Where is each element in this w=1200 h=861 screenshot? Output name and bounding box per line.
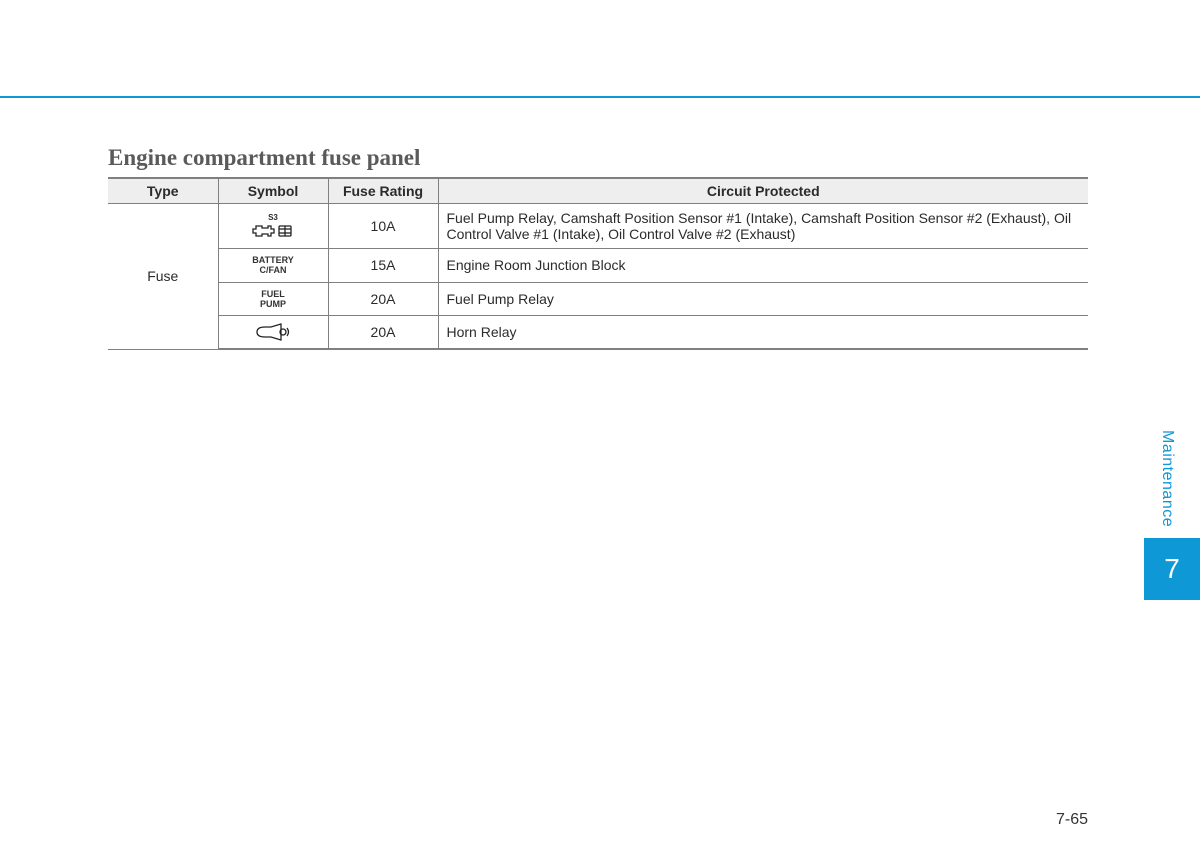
table-row: Fuse S3 (108, 204, 1088, 249)
symbol-cell: S3 (218, 204, 328, 249)
fuse-table: Type Symbol Fuse Rating Circuit Protecte… (108, 177, 1088, 350)
col-header-rating: Fuse Rating (328, 178, 438, 204)
symbol-cell: BATTERY C/FAN (218, 249, 328, 283)
side-section-label: Maintenance (1158, 430, 1176, 527)
symbol-text-line1: FUEL (227, 289, 320, 299)
horn-icon (227, 322, 320, 342)
table-row: FUEL PUMP 20A Fuel Pump Relay (108, 282, 1088, 316)
page-content: Engine compartment fuse panel Type Symbo… (108, 145, 1088, 350)
type-cell: Fuse (108, 204, 218, 350)
col-header-symbol: Symbol (218, 178, 328, 204)
symbol-cell (218, 316, 328, 350)
circuit-cell: Fuel Pump Relay, Camshaft Position Senso… (438, 204, 1088, 249)
col-header-type: Type (108, 178, 218, 204)
rating-cell: 20A (328, 316, 438, 350)
symbol-text-line1: BATTERY (227, 255, 320, 265)
engine-icon (227, 223, 320, 239)
rating-cell: 20A (328, 282, 438, 316)
chapter-tab: 7 (1144, 538, 1200, 600)
symbol-cell: FUEL PUMP (218, 282, 328, 316)
circuit-cell: Engine Room Junction Block (438, 249, 1088, 283)
circuit-cell: Fuel Pump Relay (438, 282, 1088, 316)
section-title: Engine compartment fuse panel (108, 145, 1088, 171)
table-row: BATTERY C/FAN 15A Engine Room Junction B… (108, 249, 1088, 283)
table-header-row: Type Symbol Fuse Rating Circuit Protecte… (108, 178, 1088, 204)
top-divider (0, 96, 1200, 98)
symbol-text-line2: PUMP (227, 299, 320, 309)
col-header-circuit: Circuit Protected (438, 178, 1088, 204)
circuit-cell: Horn Relay (438, 316, 1088, 350)
symbol-s3-label: S3 (227, 213, 320, 222)
symbol-text-line2: C/FAN (227, 265, 320, 275)
rating-cell: 15A (328, 249, 438, 283)
table-row: 20A Horn Relay (108, 316, 1088, 350)
rating-cell: 10A (328, 204, 438, 249)
page-number: 7-65 (1056, 811, 1088, 829)
